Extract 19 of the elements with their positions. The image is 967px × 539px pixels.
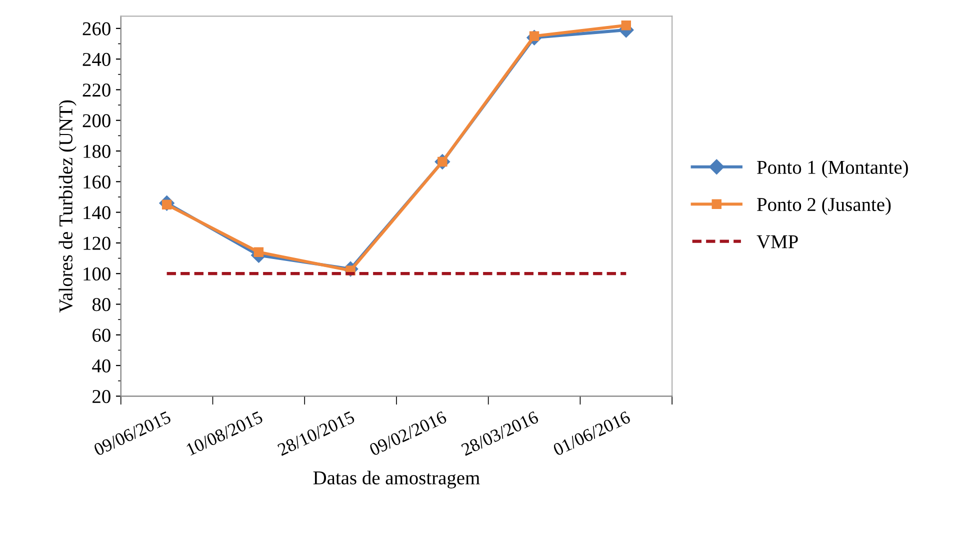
legend-label: Ponto 1 (Montante) xyxy=(757,160,908,178)
legend-label: VMP xyxy=(756,235,798,248)
legend-label: Ponto 2 (Jusante) xyxy=(757,197,891,216)
y-tick-label: 20 xyxy=(92,390,110,404)
y-axis-title: Valores de Turbidez (UNT) xyxy=(58,100,76,313)
y-tick-label: 40 xyxy=(92,359,110,372)
y-tick-label: 140 xyxy=(84,206,110,220)
x-axis-title: Datas de amostragem xyxy=(313,470,480,488)
y-tick-label: 100 xyxy=(84,267,110,281)
y-tick-label: 260 xyxy=(82,22,110,36)
y-tick-label: 240 xyxy=(82,52,110,66)
y-tick-label: 120 xyxy=(84,236,110,250)
y-tick-label: 60 xyxy=(92,328,110,342)
y-tick-label: 180 xyxy=(84,144,110,158)
y-tick-label: 220 xyxy=(82,84,110,97)
y-tick-label: 80 xyxy=(92,298,110,312)
y-tick-label: 160 xyxy=(84,175,110,189)
y-tick-label: 200 xyxy=(82,114,110,128)
point xyxy=(621,20,631,30)
